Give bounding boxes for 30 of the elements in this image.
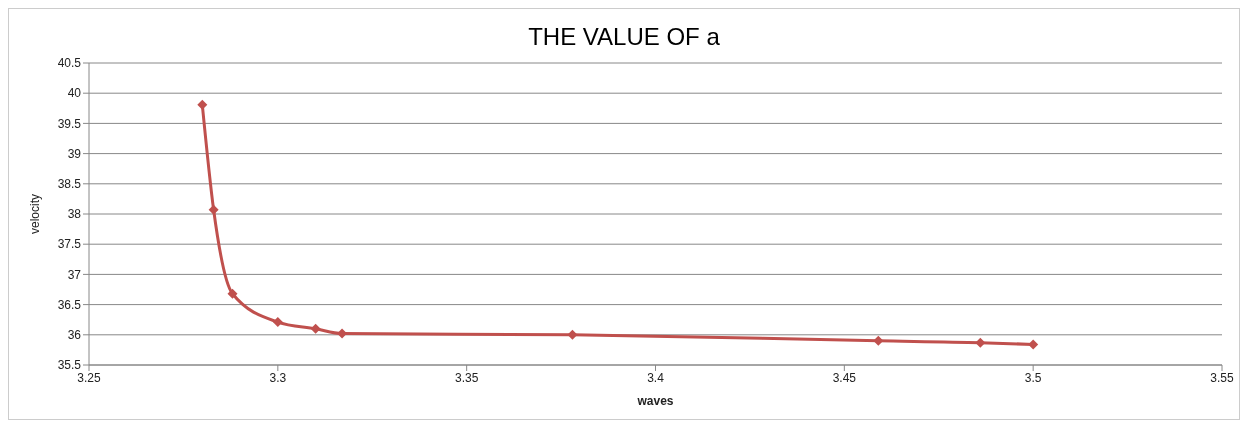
point xyxy=(310,323,321,334)
y-tick-label: 37 xyxy=(67,267,82,282)
point xyxy=(873,335,884,346)
x-tick-label: 3.25 xyxy=(77,370,101,385)
point xyxy=(227,288,238,299)
x-tick-label: 3.55 xyxy=(1210,370,1234,385)
point xyxy=(975,337,986,348)
y-tick-label: 40 xyxy=(67,86,82,101)
y-axis-title: velocity xyxy=(28,193,43,235)
y-tick-label: 38 xyxy=(67,207,82,222)
x-axis-title: waves xyxy=(636,394,674,408)
x-tick-label: 3.5 xyxy=(1024,370,1042,385)
point xyxy=(208,204,219,215)
y-tick-label: 40.5 xyxy=(57,56,82,71)
y-tick-label: 35.5 xyxy=(57,358,82,373)
y-tick-label: 39.5 xyxy=(57,116,82,131)
chart-title: THE VALUE OF a xyxy=(527,23,721,52)
x-tick-label: 3.45 xyxy=(832,370,857,385)
x-tick-label: 3.3 xyxy=(269,370,287,385)
y-tick-label: 36 xyxy=(67,328,82,343)
y-tick-label: 39 xyxy=(67,146,82,161)
point xyxy=(1028,339,1039,350)
x-tick-label: 3.4 xyxy=(647,370,665,385)
x-tick-label: 3.35 xyxy=(454,370,479,385)
point xyxy=(272,317,283,328)
point xyxy=(197,99,208,110)
point xyxy=(567,329,578,340)
y-tick-label: 38.5 xyxy=(57,177,82,192)
y-tick-label: 36.5 xyxy=(57,297,82,312)
y-tick-label: 37.5 xyxy=(57,237,82,252)
